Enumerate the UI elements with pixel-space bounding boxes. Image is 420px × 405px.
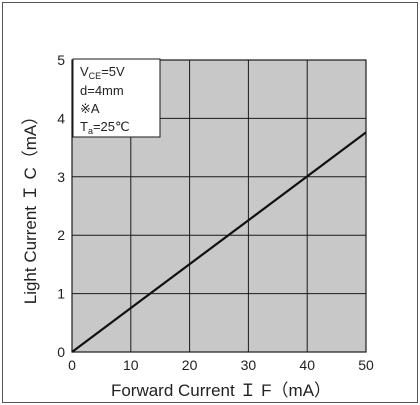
ta-condition: Ta=25℃ — [80, 119, 130, 136]
series-line — [71, 131, 367, 353]
y-axis-label: Light Current Ｉ C（mA） — [21, 108, 40, 305]
y-tick-label: 1 — [57, 286, 65, 302]
note-a: ※A — [80, 101, 100, 116]
vce-condition: VCE=5V — [80, 64, 125, 81]
x-tick-label: 10 — [123, 357, 139, 373]
x-tick-labels: 0 10 20 30 40 50 — [68, 357, 374, 373]
series-layer — [71, 131, 367, 353]
conditions-box: VCE=5V d=4mm ※A Ta=25℃ — [72, 58, 161, 138]
x-tick-label: 30 — [241, 357, 257, 373]
y-tick-labels: 0 1 2 3 4 5 — [57, 52, 65, 360]
x-tick-label: 0 — [68, 357, 76, 373]
x-tick-label: 40 — [299, 357, 315, 373]
y-tick-label: 4 — [57, 110, 65, 126]
distance-condition: d=4mm — [80, 83, 124, 98]
x-tick-label: 20 — [182, 357, 198, 373]
y-tick-label: 3 — [57, 169, 65, 185]
y-tick-label: 2 — [57, 227, 65, 243]
y-tick-label: 0 — [57, 344, 65, 360]
x-axis-label: Forward Current Ｉ F（mA） — [111, 381, 331, 400]
y-tick-label: 5 — [57, 52, 65, 68]
plot-border — [71, 59, 367, 353]
x-tick-label: 50 — [358, 357, 374, 373]
